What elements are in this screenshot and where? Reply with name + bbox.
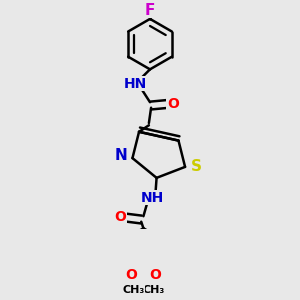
- Text: N: N: [115, 148, 128, 164]
- Text: F: F: [145, 3, 155, 18]
- Text: O: O: [149, 268, 161, 282]
- Text: CH₃: CH₃: [142, 285, 164, 295]
- Text: S: S: [190, 159, 202, 174]
- Text: O: O: [115, 210, 126, 224]
- Text: O: O: [125, 268, 137, 282]
- Text: O: O: [167, 97, 179, 111]
- Text: NH: NH: [141, 190, 164, 205]
- Text: CH₃: CH₃: [122, 285, 145, 295]
- Text: HN: HN: [124, 76, 147, 91]
